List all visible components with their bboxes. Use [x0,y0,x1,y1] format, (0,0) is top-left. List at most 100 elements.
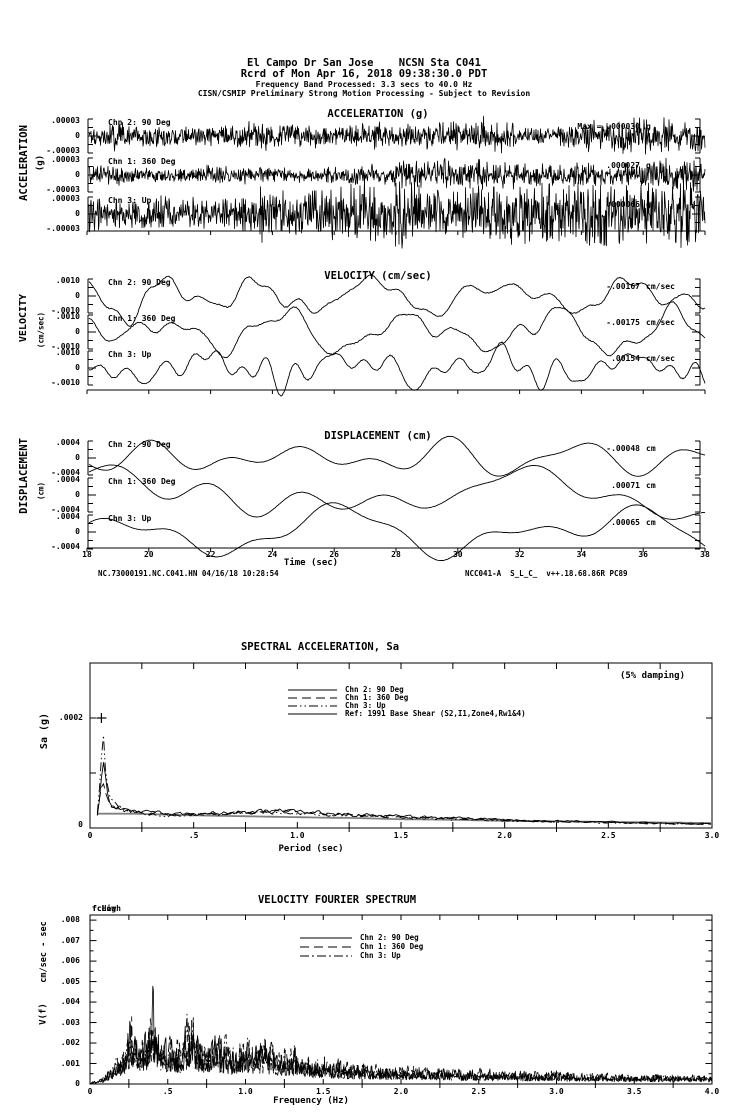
processing-version-text: NCC041-A S_L_C_ v++.18.68.86R PC89 [465,569,628,578]
displacement-ch1-peak-units: cm [646,444,656,453]
vfs-ytick-.003: .003 [60,1017,80,1027]
velocity-ch3-peak-value: .00154 [611,354,640,363]
displacement-xtick-32: 32 [514,550,525,559]
displacement-ch2-ytick-top: .0004 [55,475,80,484]
velocity-ch2-peak-value: -.00175 [606,318,640,327]
displacement-ch1-peak-value: -.00048 [606,444,640,453]
vfs-xtick-1.0: 1.0 [238,1087,253,1096]
displacement-section-title: DISPLACEMENT (cm) [324,430,432,442]
velocity-ch3-ytick-top: .0010 [55,348,80,357]
acceleration-section-title: ACCELERATION (g) [327,108,429,120]
displacement-xtick-18: 18 [82,550,92,559]
velocity-ch2-channel-label: Chn 1: 360 Deg [108,314,176,323]
acceleration-ch1-ytick-bot: -.00003 [46,146,80,155]
vfs-ytick-.004: .004 [60,997,80,1007]
displacement-xtick-36: 36 [638,550,649,559]
frequency-axis-label: Frequency (Hz) [273,1096,349,1106]
vfs-ytick-.002: .002 [60,1038,80,1048]
sa-xtick-3.0: 3.0 [704,831,720,840]
acceleration-ch2-peak-value: .000027 [606,161,640,170]
period-axis-label: Period (sec) [278,844,344,854]
velocity-ch1-channel-label: Chn 2: 90 Deg [108,278,171,287]
displacement-ch1-ytick-bot: -.0004 [51,468,80,477]
acceleration-ch3-ytick-top: .00003 [51,194,80,203]
time-axis-label: Time (sec) [283,558,339,568]
vfs-xtick-1.5: 1.5 [316,1087,331,1096]
acceleration-ch3-channel-label: Chn 3: Up [108,196,152,205]
velocity-ch2-ytick-top: .0010 [55,312,80,321]
velocity-ch1-ytick-top: .0010 [55,276,80,285]
sa-xtick-1.5: 1.5 [393,831,409,840]
displacement-ch2-peak-units: cm [646,481,656,490]
velocity-ch1-peak-value: -.00167 [606,282,640,291]
displacement-xtick-30: 30 [452,550,463,559]
vfs-xtick-4.0: 4.0 [704,1087,720,1096]
sa-legend-3: Chn 3: Up [345,701,386,710]
vfs-xtick-.5: .5 [162,1087,173,1096]
velocity-ch3-ytick-bot: -.0010 [51,378,80,387]
displacement-xtick-24: 24 [267,550,278,559]
displacement-ch2-ytick-bot: -.0004 [51,505,80,514]
spectral-acceleration-title: SPECTRAL ACCELERATION, Sa [240,641,400,653]
acceleration-ch2-ytick-top: .00003 [51,155,80,164]
acceleration-ch2-peak-units: g [646,161,651,170]
displacement-xtick-26: 26 [329,550,340,559]
vfs-xtick-0: 0 [87,1087,93,1096]
sa-xtick-2.0: 2.0 [497,831,512,840]
vfs-ytick-.006: .006 [60,956,80,966]
displacement-ch3-ytick-top: .0004 [55,512,80,521]
displacement-ch1-ytick-top: .0004 [55,438,80,447]
fc-high-label: fcHigh [92,904,121,913]
acceleration-ch1-peak-units: g [646,122,651,131]
vfs-legend-3: Chn 3: Up [360,951,401,960]
velocity-ch3-ytick-zero: 0 [75,363,80,372]
velocity-ch3-peak-units: cm/sec [646,354,675,363]
sa-legend-2: Chn 1: 360 Deg [345,693,409,702]
vfs-legend-1: Chn 2: 90 Deg [360,933,419,942]
sa-xtick-2.5: 2.5 [601,831,616,840]
acceleration-ch2-channel-label: Chn 1: 360 Deg [108,157,176,166]
fc-low-label: fcLow [92,904,117,913]
displacement-ch3-peak-units: cm [646,518,656,527]
sa-ytick-.0002: .0002 [58,713,83,722]
fourier-spectrum-title: VELOCITY FOURIER SPECTRUM [257,894,417,906]
displacement-ch3-channel-label: Chn 3: Up [108,514,152,523]
sa-legend-4: Ref: 1991 Base Shear (S2,I1,Zone4,Rw1&4) [345,709,526,718]
vfs-ytick-.007: .007 [60,935,80,945]
vfs-xtick-2.5: 2.5 [471,1087,486,1096]
acceleration-ch2-ytick-zero: 0 [75,170,80,179]
header-record-time-line: Rcrd of Mon Apr 16, 2018 09:38:30.0 PDT [240,68,488,80]
displacement-ch3-ytick-bot: -.0004 [51,542,80,551]
acceleration-ch1-channel-label: Chn 2: 90 Deg [108,118,171,127]
sa-ytick-0: 0 [78,820,83,829]
header-disclaimer-line: CISN/CSMIP Preliminary Strong Motion Pro… [197,89,531,98]
acceleration-ch3-ytick-zero: 0 [75,209,80,218]
displacement-xtick-22: 22 [205,550,216,559]
displacement-xtick-28: 28 [391,550,401,559]
vfs-ytick-.008: .008 [60,915,80,925]
acceleration-ch1-ytick-top: .00003 [51,116,80,125]
acceleration-ch1-ytick-zero: 0 [75,131,80,140]
velocity-ch2-ytick-zero: 0 [75,327,80,336]
vfs-ytick-0: 0 [75,1079,80,1088]
acceleration-ch2-ytick-bot: -.00003 [46,185,80,194]
displacement-ch3-ytick-zero: 0 [75,527,80,536]
vfs-legend-2: Chn 1: 360 Deg [360,942,424,951]
displacement-xtick-20: 20 [143,550,154,559]
sa-xtick-0: 0 [87,831,93,840]
vfs-ytick-.005: .005 [60,976,80,986]
record-id-text: NC.73000191.NC.C041.HN 04/16/18 10:28:54 [98,569,279,578]
velocity-ch1-peak-units: cm/sec [646,282,675,291]
displacement-xtick-34: 34 [576,550,587,559]
displacement-ch3-peak-value: .00065 [611,518,640,527]
velocity-ch2-peak-units: cm/sec [646,318,675,327]
displacement-ch2-peak-value: .00071 [611,481,640,490]
acceleration-ch3-ytick-bot: -.00003 [46,224,80,233]
displacement-ch2-ytick-zero: 0 [75,490,80,499]
velocity-ch1-ytick-bot: -.0010 [51,306,80,315]
vfs-ytick-.001: .001 [60,1058,80,1068]
displacement-ch2-channel-label: Chn 1: 360 Deg [108,477,176,486]
displacement-xtick-38: 38 [700,550,710,559]
velocity-ch1-ytick-zero: 0 [75,291,80,300]
